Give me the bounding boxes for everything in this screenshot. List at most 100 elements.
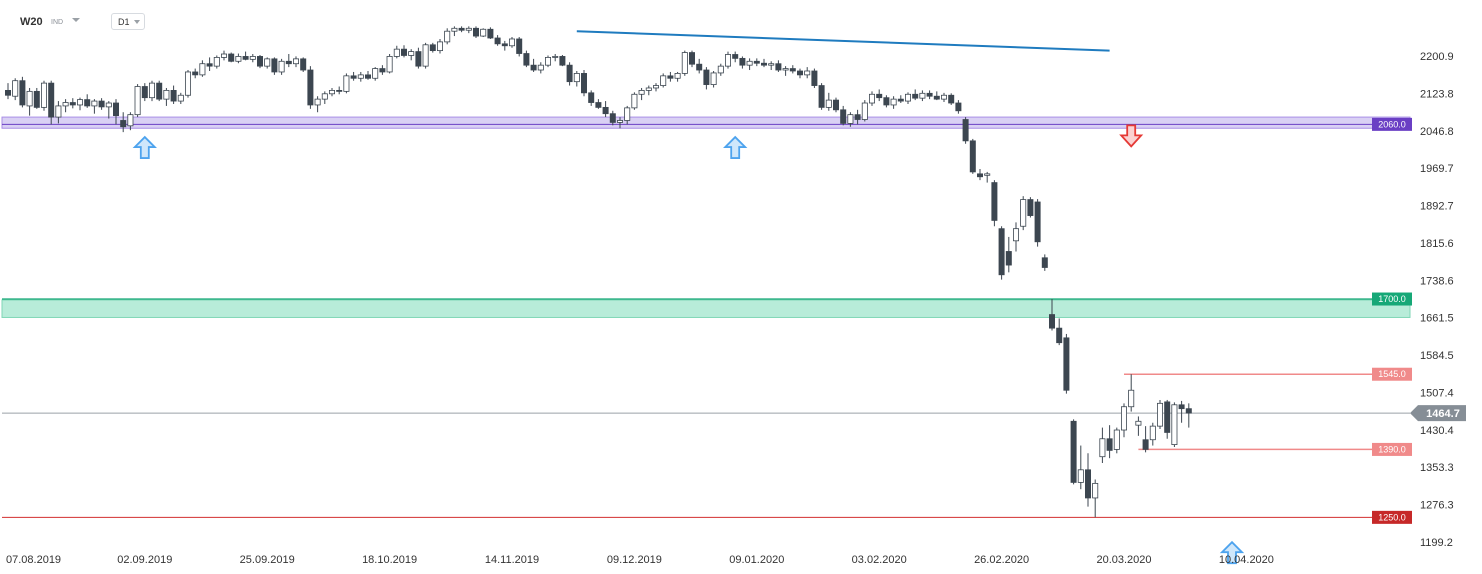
candle [177, 92, 184, 104]
x-tick-label: 20.03.2020 [1096, 554, 1151, 566]
candle-body [581, 73, 588, 94]
candle [804, 67, 811, 79]
candle-body [444, 30, 451, 43]
candle-body [379, 68, 386, 73]
candle-body [184, 71, 191, 96]
candle [746, 58, 753, 71]
x-tick-label: 09.01.2020 [729, 554, 784, 566]
candle [1056, 318, 1063, 346]
current-price-tag-bg [1410, 405, 1466, 422]
candle [1185, 403, 1192, 428]
candle [12, 78, 19, 101]
candle [545, 55, 552, 68]
candle [278, 58, 285, 75]
candle-body [300, 58, 307, 71]
candle-body [573, 73, 580, 83]
candle-body [1020, 199, 1027, 227]
y-axis: 2200.9 2123.8 2046.8 1969.7 1892.7 1815.6 1738… [1420, 51, 1454, 549]
candle-body [242, 56, 249, 60]
candle [912, 89, 919, 101]
symbol-dropdown-icon[interactable] [72, 18, 80, 22]
candle-body [105, 102, 112, 108]
candle [559, 54, 566, 67]
candle-body [811, 70, 818, 86]
candle [703, 67, 710, 90]
y-tick-label: 1430.4 [1420, 425, 1454, 437]
candle-body [631, 93, 638, 109]
candle [1128, 374, 1135, 412]
candle-body [825, 99, 832, 108]
candle [55, 101, 62, 124]
candle [1135, 416, 1142, 436]
candle [566, 62, 573, 86]
candle [508, 37, 515, 48]
candle [336, 86, 343, 95]
candle-body [422, 44, 429, 67]
candle-body [847, 114, 854, 124]
symbol-label[interactable]: W20 [20, 16, 43, 28]
candle [1149, 422, 1156, 446]
candle [501, 40, 508, 51]
candle-body [1063, 337, 1070, 391]
candle-body [609, 113, 616, 123]
price-tag-bg [1372, 442, 1412, 456]
x-tick-label: 10.04.2020 [1219, 554, 1274, 566]
candle [573, 70, 580, 87]
candle [840, 105, 847, 126]
candle [761, 58, 768, 68]
candle [465, 26, 472, 34]
candle-body [307, 69, 314, 106]
candle [148, 80, 155, 102]
timeframe-selector[interactable]: D1 [111, 13, 145, 30]
candle-body [148, 82, 155, 99]
candle [933, 91, 940, 101]
candle [710, 70, 717, 88]
candle [386, 54, 393, 74]
candle-body [220, 53, 227, 58]
candle [480, 28, 487, 38]
candle [184, 70, 191, 98]
y-tick-label: 1738.6 [1420, 275, 1454, 287]
candle [113, 99, 120, 125]
candle-body [933, 95, 940, 100]
trendline [576, 30, 1110, 52]
candle [725, 51, 732, 69]
x-tick-label: 07.08.2019 [6, 554, 61, 566]
candle-body [1142, 439, 1149, 450]
candle-body [833, 99, 840, 111]
candle-body [905, 93, 912, 102]
candle-body [1099, 438, 1106, 458]
candle [249, 54, 256, 63]
candle-body [588, 92, 595, 103]
candle-body [1171, 404, 1178, 445]
candle [307, 66, 314, 109]
candle [19, 76, 26, 108]
y-tick-label: 2200.9 [1420, 51, 1454, 63]
candle-body [249, 56, 256, 60]
candle-body [897, 98, 904, 102]
candle-body [883, 97, 890, 106]
candle-body [235, 56, 242, 62]
candle [379, 65, 386, 75]
candle-body [537, 64, 544, 71]
levels-layer [2, 123, 1410, 518]
candle-body [156, 82, 163, 100]
price-tag-label: 1390.0 [1378, 444, 1406, 454]
candle-body [350, 75, 357, 79]
candle-body [984, 173, 991, 176]
instrument-class-label: IND [51, 19, 64, 26]
candle-body [386, 56, 393, 73]
candle-body [41, 82, 48, 108]
candle [825, 92, 832, 111]
candle [1041, 254, 1048, 271]
candle [220, 50, 227, 61]
candle [1049, 299, 1056, 331]
candle [537, 62, 544, 74]
price-tag-label: 1700.0 [1378, 294, 1406, 304]
y-tick-label: 2123.8 [1420, 88, 1454, 100]
candle [905, 92, 912, 104]
candle-body [192, 71, 199, 76]
candle [617, 117, 624, 129]
candle-body [336, 89, 343, 92]
